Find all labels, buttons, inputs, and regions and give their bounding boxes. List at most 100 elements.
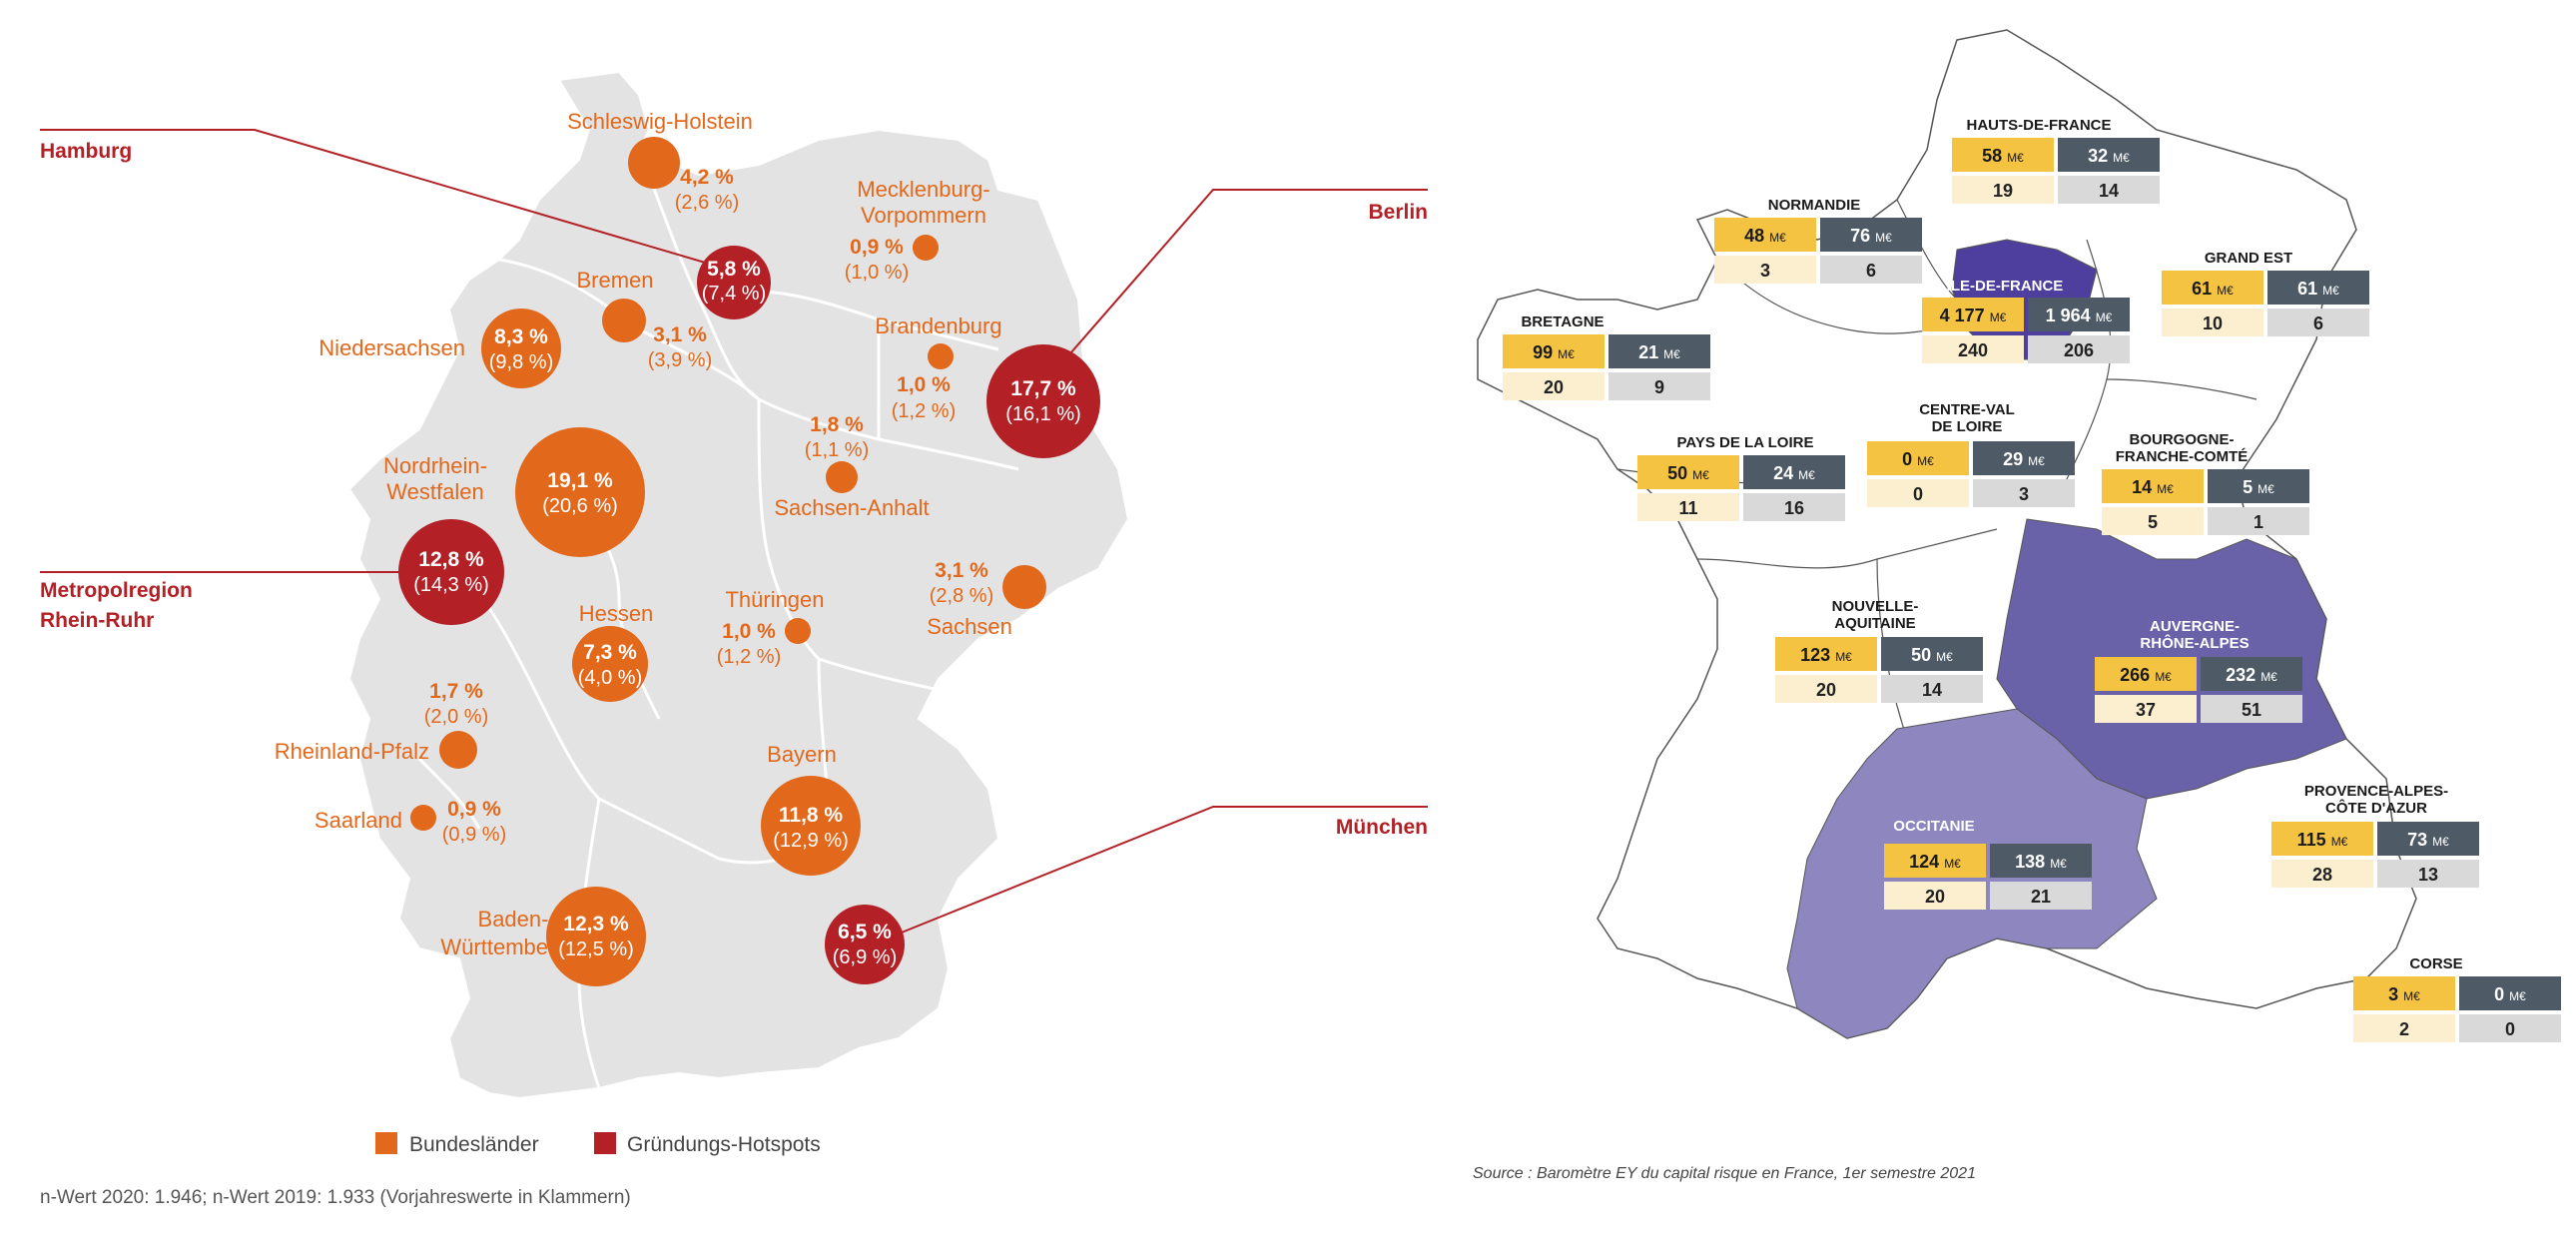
label-saarland: Saarland [315, 808, 402, 833]
count-a-box [1922, 335, 2024, 363]
amount-a-value: 61 M€ [2192, 279, 2234, 299]
label-schleswig-holstein: Schleswig-Holstein [567, 109, 753, 134]
bubble-mecklenburg-vorpommern [913, 235, 939, 261]
hotspot-name-muenchen: München [1336, 816, 1428, 839]
hotspot-leader-lines [40, 129, 1428, 937]
hotspot-name-berlin: Berlin [1368, 201, 1428, 224]
region-label-grand-est: GRAND EST [2205, 250, 2292, 267]
region-tile-grand-est: 61 M€ 61 M€ 10 6 [2162, 271, 2369, 336]
amount-a-box [2095, 657, 2197, 691]
count-a-value: 20 [1544, 377, 1564, 397]
region-label-normandie: NORMANDIE [1768, 197, 1861, 214]
amount-a-value: 3 M€ [2388, 984, 2420, 1004]
prev-rhein-ruhr: (14,3 %) [413, 574, 489, 596]
prev-schleswig-holstein: (2,6 %) [675, 192, 739, 214]
amount-b-box [2377, 822, 2479, 856]
value-bremen: 3,1 % [653, 323, 707, 346]
amount-b-box [1820, 218, 1922, 252]
france-region-labels: HAUTS-DE-FRANCE NORMANDIE ÎLE-DE-FRANCE … [1521, 117, 2462, 972]
label-nrw-line2: Westfalen [386, 479, 483, 504]
label-niedersachsen: Niedersachsen [319, 335, 465, 360]
label-nrw-line1: Nordrhein- [383, 453, 487, 478]
label-bayern: Bayern [767, 742, 837, 767]
region-label-bourgogne-line2: FRANCHE-COMTÉ [2116, 448, 2249, 465]
amount-b-box [2208, 469, 2309, 503]
bubble-bayern [761, 776, 861, 876]
count-b-box [2377, 860, 2479, 888]
hotspot-name-rhein-ruhr-line1: Metropolregion [40, 579, 193, 602]
amount-a-box [1714, 218, 1816, 252]
amount-b-value: 50 M€ [1911, 645, 1953, 665]
amount-a-value: 99 M€ [1533, 342, 1575, 362]
value-nrw: 19,1 % [547, 469, 613, 492]
region-tile-paca: 115 M€ 73 M€ 28 13 [2271, 822, 2479, 888]
amount-b-value: 76 M€ [1850, 226, 1892, 246]
count-b-box [2208, 507, 2309, 535]
count-b-value: 206 [2064, 340, 2094, 360]
count-a-box [2162, 309, 2263, 336]
label-bremen: Bremen [576, 268, 653, 293]
amount-a-box [2353, 976, 2455, 1010]
prev-sachsen: (2,8 %) [930, 585, 993, 607]
count-b-box [1973, 479, 2075, 507]
region-tile-occitanie: 124 M€ 138 M€ 20 21 [1884, 844, 2092, 910]
bubble-hessen [572, 626, 648, 702]
count-b-box [2201, 695, 2302, 723]
count-b-box [2058, 176, 2160, 204]
region-label-nouvelle-aquitaine-line1: NOUVELLE- [1832, 598, 1919, 615]
value-sachsen-anhalt: 1,8 % [810, 413, 864, 436]
amount-a-value: 123 M€ [1800, 645, 1852, 665]
prev-brandenburg: (1,2 %) [892, 400, 956, 422]
hotspot-bubbles [398, 246, 1100, 984]
value-brandenburg: 1,0 % [897, 373, 951, 396]
germany-map: Schleswig-Holstein Mecklenburg- Vorpomme… [40, 70, 1428, 1208]
count-a-value: 10 [2203, 313, 2223, 333]
bubble-hamburg [697, 246, 771, 319]
amount-b-box [2028, 298, 2130, 331]
amount-b-box [1743, 455, 1845, 489]
amount-a-box [1867, 441, 1969, 475]
count-a-box [2102, 507, 2204, 535]
amount-b-value: 0 M€ [2494, 984, 2526, 1004]
count-a-box [1503, 372, 1605, 400]
amount-a-box [2162, 271, 2263, 305]
count-a-value: 0 [1913, 484, 1923, 504]
hotspot-name-labels: Hamburg Berlin Metropolregion Rhein-Ruhr… [40, 140, 1428, 839]
count-b-value: 6 [1866, 261, 1876, 281]
value-sachsen: 3,1 % [935, 559, 988, 582]
count-b-value: 6 [2313, 313, 2323, 333]
germany-footnote: n-Wert 2020: 1.946; n-Wert 2019: 1.933 (… [40, 1187, 631, 1208]
hotspot-name-hamburg: Hamburg [40, 140, 132, 163]
amount-a-box [1775, 637, 1877, 671]
region-label-paca-line2: CÔTE D'AZUR [2325, 799, 2427, 817]
amount-b-box [2058, 138, 2160, 172]
prev-mecklenburg: (1,0 %) [845, 262, 909, 284]
bubble-rhein-ruhr [398, 519, 504, 625]
region-label-occitanie: OCCITANIE [1893, 818, 1974, 835]
count-b-box [1990, 882, 2092, 910]
region-tile-ile-de-france: 4 177 M€ 1 964 M€ 240 206 [1922, 298, 2130, 363]
count-b-value: 1 [2254, 512, 2263, 532]
count-a-value: 3 [1760, 261, 1770, 281]
amount-b-value: 232 M€ [2226, 665, 2277, 685]
region-tile-bourgogne-franche-comte: 14 M€ 5 M€ 5 1 [2102, 469, 2309, 535]
region-tile-nouvelle-aquitaine: 123 M€ 50 M€ 20 14 [1775, 637, 1983, 703]
bubble-saarland [410, 805, 436, 831]
bubble-brandenburg [928, 343, 954, 369]
amount-a-value: 115 M€ [2297, 830, 2348, 850]
region-tile-corse: 3 M€ 0 M€ 2 0 [2353, 976, 2561, 1042]
leader-berlin [1042, 189, 1428, 385]
leader-muenchen [891, 806, 1428, 937]
count-a-value: 28 [2312, 865, 2332, 885]
prev-nrw: (20,6 %) [542, 495, 618, 517]
state-value-labels: 4,2 % (2,6 %) 0,9 % (1,0 %) 3,1 % (3,9 %… [424, 166, 993, 960]
count-b-value: 16 [1784, 498, 1804, 518]
value-saarland: 0,9 % [447, 798, 501, 821]
prev-bremen: (3,9 %) [648, 349, 712, 371]
region-label-ile-de-france: ÎLE-DE-FRANCE [1946, 277, 2064, 295]
amount-a-value: 50 M€ [1667, 463, 1709, 483]
region-tile-centre-val-de-loire: 0 M€ 29 M€ 0 3 [1867, 441, 2075, 507]
amount-b-value: 24 M€ [1773, 463, 1815, 483]
count-a-box [2353, 1014, 2455, 1042]
